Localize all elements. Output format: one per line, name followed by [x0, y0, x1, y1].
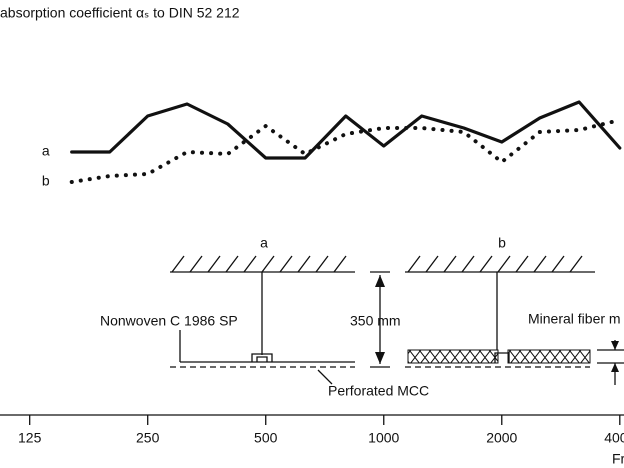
x-tick-label: 250 — [136, 430, 160, 446]
series-line — [70, 100, 622, 160]
x-tick-label: 1000 — [368, 430, 399, 446]
legend-label: b — [42, 173, 50, 189]
x-tick-label: 125 — [18, 430, 42, 446]
x-tick-label: 4000 — [604, 430, 624, 446]
annotation: 350 mm — [350, 313, 401, 329]
annotation: Nonwoven C 1986 SP — [100, 313, 238, 329]
series-line — [69, 118, 622, 184]
annotation: a — [260, 235, 268, 251]
annotation: b — [498, 235, 506, 251]
annotation: Mineral fiber m — [528, 311, 621, 327]
x-tick-label: 500 — [254, 430, 278, 446]
x-tick-label: 2000 — [486, 430, 517, 446]
chart-title: absorption coefficient αₛ to DIN 52 212 — [0, 5, 240, 21]
x-axis-label: Freq — [612, 451, 624, 467]
annotation: Perforated MCC — [328, 383, 429, 399]
diagram — [170, 255, 624, 385]
legend-label: a — [42, 143, 50, 159]
